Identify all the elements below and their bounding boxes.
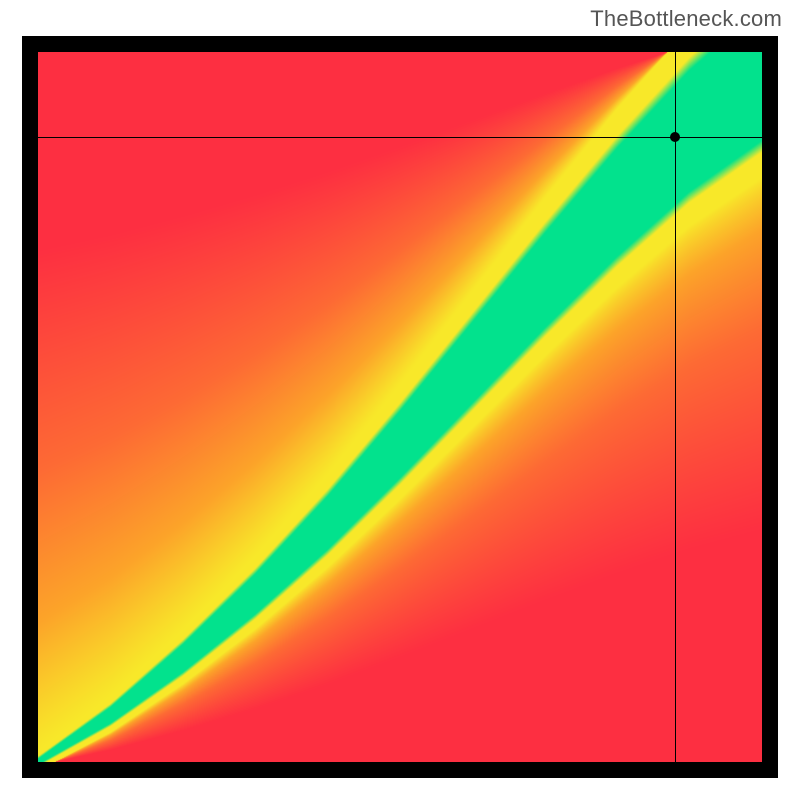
crosshair-horizontal (38, 137, 762, 138)
heatmap-canvas (38, 52, 762, 762)
plot-frame (22, 36, 778, 778)
chart-container: TheBottleneck.com (0, 0, 800, 800)
watermark-text: TheBottleneck.com (590, 6, 782, 32)
crosshair-vertical (675, 52, 676, 762)
